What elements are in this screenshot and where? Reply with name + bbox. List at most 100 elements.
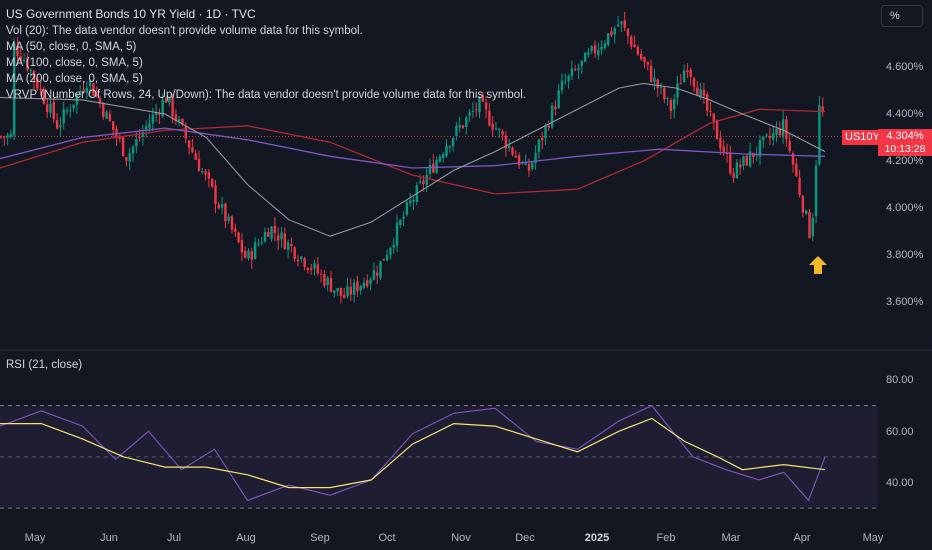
candle-body xyxy=(405,202,409,215)
candle-body xyxy=(508,145,511,149)
candle-body xyxy=(217,204,220,209)
candle-body xyxy=(445,145,448,157)
indicator-ma100[interactable]: MA (100, close, 0, SMA, 5) xyxy=(6,57,143,69)
candle-body xyxy=(52,102,55,119)
x-tick: Mar xyxy=(721,532,741,544)
indicator-vol[interactable]: Vol (20): The data vendor doesn't provid… xyxy=(6,25,363,37)
candle-body xyxy=(762,136,765,141)
candle-body xyxy=(191,147,194,153)
rsi-tick: 80.00 xyxy=(886,374,914,386)
candle-body xyxy=(649,65,653,82)
candle-body xyxy=(587,52,590,56)
candle-body xyxy=(343,294,346,298)
x-tick: Nov xyxy=(451,532,471,544)
rsi-ma-line xyxy=(0,417,826,489)
x-tick: Oct xyxy=(378,532,396,544)
chart-title: US Government Bonds 10 YR Yield · 1D · T… xyxy=(6,7,256,21)
candle-body xyxy=(788,140,791,151)
candle-body xyxy=(102,104,105,118)
candle-body xyxy=(451,138,455,147)
candle-body xyxy=(755,154,758,156)
candle-body xyxy=(151,114,154,124)
candle-body xyxy=(676,83,679,98)
indicator-ma200[interactable]: MA (200, close, 0, SMA, 5) xyxy=(6,73,143,85)
candle-body xyxy=(187,140,191,148)
x-tick: Sep xyxy=(310,532,330,544)
candle-body xyxy=(412,199,415,202)
candle-body xyxy=(550,105,554,128)
indicator-ma50[interactable]: MA (50, close, 0, SMA, 5) xyxy=(6,41,137,53)
candle-body xyxy=(366,280,369,286)
candle-body xyxy=(26,57,29,70)
price-tick: 4.400% xyxy=(886,108,924,120)
candle-body xyxy=(319,273,323,275)
candle-body xyxy=(659,86,663,88)
candle-body xyxy=(257,243,260,245)
candle-body xyxy=(643,57,646,63)
candle-body xyxy=(270,226,273,239)
candle-body xyxy=(699,89,702,98)
candle-body xyxy=(653,77,656,82)
candle-body xyxy=(135,139,138,147)
candle-body xyxy=(534,152,537,163)
candle-body xyxy=(481,94,484,102)
rsi-title[interactable]: RSI (21, close) xyxy=(6,359,83,371)
candle-body xyxy=(547,125,550,128)
candle-body xyxy=(511,147,514,155)
candle-body xyxy=(59,125,62,128)
ma200-line xyxy=(0,108,826,195)
candle-body xyxy=(636,47,640,55)
candle-body xyxy=(158,112,161,115)
candle-body xyxy=(560,80,564,91)
candle-body xyxy=(6,135,9,138)
candle-body xyxy=(428,164,432,174)
candle-body xyxy=(455,125,458,136)
candle-body xyxy=(554,106,557,110)
candle-body xyxy=(745,155,748,166)
candle-body xyxy=(471,110,475,112)
candle-body xyxy=(42,90,46,104)
candle-body xyxy=(204,171,207,175)
candle-body xyxy=(748,151,752,167)
candle-body xyxy=(418,181,422,183)
candle-body xyxy=(168,96,171,103)
candle-body xyxy=(696,87,699,96)
candle-body xyxy=(349,286,352,295)
candle-body xyxy=(55,120,59,129)
candle-body xyxy=(382,258,385,261)
candle-body xyxy=(732,173,735,178)
candle-body xyxy=(118,136,121,139)
candle-body xyxy=(211,178,214,187)
candle-body xyxy=(32,70,36,81)
percent-scale-button[interactable]: % xyxy=(881,5,923,27)
candle-body xyxy=(244,250,247,258)
candle-body xyxy=(494,128,498,130)
candle-body xyxy=(88,81,92,87)
candle-body xyxy=(326,277,329,285)
x-tick: 2025 xyxy=(584,532,610,544)
candle-body xyxy=(686,70,689,73)
candle-body xyxy=(488,110,491,126)
candle-body xyxy=(131,146,135,154)
candle-body xyxy=(164,99,168,103)
indicator-vrvp[interactable]: VRVP (Number Of Rows, 24, Up/Down): The … xyxy=(6,89,526,101)
candle-body xyxy=(785,119,788,140)
candle-body xyxy=(811,217,814,237)
candle-body xyxy=(369,279,372,284)
candle-body xyxy=(224,203,227,222)
candle-body xyxy=(758,139,762,157)
candle-body xyxy=(273,225,277,233)
candle-body xyxy=(475,109,478,111)
candle-body xyxy=(171,96,174,117)
candle-body xyxy=(574,69,577,71)
candle-body xyxy=(633,44,636,48)
candle-body xyxy=(145,126,148,130)
candle-body xyxy=(62,109,65,124)
x-tick: Feb xyxy=(656,532,676,544)
candle-body xyxy=(630,36,633,47)
candle-body xyxy=(577,68,580,70)
candle-body xyxy=(108,113,112,121)
candle-body xyxy=(709,111,712,113)
candle-body xyxy=(194,153,197,160)
